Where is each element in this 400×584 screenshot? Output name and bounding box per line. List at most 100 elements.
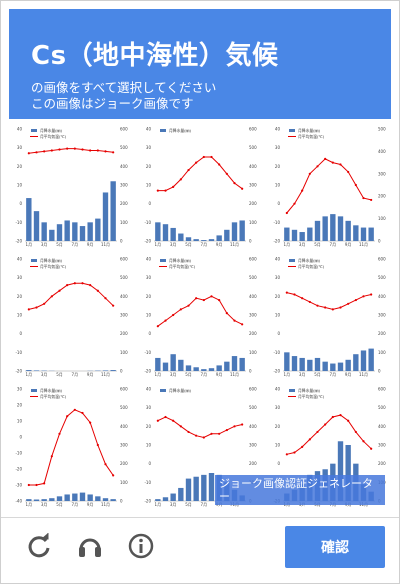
- precip-bar: [64, 220, 70, 241]
- precip-bar: [162, 224, 169, 241]
- precip-bar: [95, 496, 101, 501]
- x-tick-label: 1月: [155, 242, 162, 247]
- x-tick-label: 3月: [41, 242, 48, 247]
- precip-bar: [193, 367, 199, 371]
- legend-label: 月平均気温(℃): [298, 264, 325, 269]
- confirm-button[interactable]: 確認: [285, 526, 385, 568]
- temperature-point: [339, 414, 342, 417]
- legend-label: 月降水量(㎜): [298, 258, 320, 263]
- right-tick-label: 400: [249, 294, 257, 299]
- left-tick-label: 10: [17, 419, 23, 424]
- precip-bar: [322, 216, 328, 241]
- temperature-point: [73, 408, 76, 411]
- x-tick-label: 3月: [170, 372, 177, 377]
- left-tick-label: -20: [144, 499, 151, 504]
- right-tick-label: 400: [249, 424, 257, 429]
- left-tick-label: 0: [19, 331, 22, 336]
- precip-bar: [216, 235, 222, 241]
- precip-bar: [307, 359, 313, 371]
- temperature-point: [347, 302, 350, 305]
- legend-label: 月平均気温(℃): [298, 394, 325, 399]
- precip-bar: [239, 357, 245, 371]
- climate-chart: 月降水量(㎜)月平均気温(℃)403020100-10-206005004003…: [15, 127, 128, 248]
- x-tick-label: 3月: [170, 242, 177, 247]
- image-tile[interactable]: 月降水量(㎜) 月平均気温(℃) 40 30 20 10 0 -10 -20 500 400 300 2…: [267, 123, 391, 247]
- precip-bar: [185, 237, 192, 241]
- precip-bar: [162, 497, 169, 501]
- temperature-point: [241, 323, 244, 326]
- right-tick-label: 200: [249, 331, 257, 336]
- temperature-point: [225, 428, 228, 432]
- precip-bar: [79, 226, 86, 241]
- temperature-point: [316, 165, 319, 168]
- precip-bar: [360, 350, 367, 371]
- right-tick-label: 100: [120, 350, 128, 355]
- precip-bar: [208, 473, 215, 501]
- temperature-point: [370, 447, 373, 450]
- temperature-point: [27, 483, 30, 487]
- x-tick-label: 5月: [185, 242, 192, 247]
- legend-label: 月平均気温(℃): [40, 394, 67, 399]
- footer-divider: [1, 517, 399, 518]
- temperature-point: [112, 151, 115, 154]
- left-tick-label: 10: [146, 313, 152, 318]
- temperature-point: [35, 151, 38, 154]
- x-tick-label: 7月: [330, 242, 337, 247]
- right-tick-label: 600: [120, 387, 128, 392]
- right-tick-label: 0: [120, 369, 123, 374]
- info-button[interactable]: [123, 528, 159, 564]
- x-tick-label: 3月: [299, 372, 306, 377]
- temperature-point: [156, 325, 159, 328]
- precip-bar: [337, 441, 344, 501]
- temperature-point: [225, 172, 228, 175]
- right-tick-label: 100: [249, 220, 257, 225]
- temperature-point: [339, 163, 342, 166]
- legend-swatch-precip: [31, 129, 37, 132]
- left-tick-label: 20: [146, 294, 152, 299]
- temperature-point: [308, 438, 311, 441]
- x-tick-label: 7月: [201, 372, 208, 377]
- audio-button[interactable]: [72, 528, 108, 564]
- image-tile[interactable]: 月降水量(㎜) 月平均気温(℃) 30 20 10 0 -10 -20 -30 -40 600 500…: [9, 383, 133, 507]
- left-tick-label: 20: [17, 403, 23, 408]
- left-tick-label: -20: [15, 369, 22, 374]
- precip-bar: [330, 214, 336, 241]
- right-tick-label: 0: [249, 369, 252, 374]
- temperature-point: [50, 455, 53, 458]
- right-tick-label: 300: [249, 183, 257, 188]
- left-tick-label: 0: [148, 461, 151, 466]
- precip-bar: [178, 487, 184, 501]
- precip-bar: [155, 222, 161, 241]
- x-tick-label: 1月: [26, 502, 33, 507]
- climate-chart: 月降水量(㎜)月平均気温(℃)403020100-10-206005004003…: [15, 257, 128, 378]
- x-tick-label: 9月: [87, 502, 94, 507]
- x-tick-label: 9月: [345, 372, 352, 377]
- left-tick-label: 0: [277, 201, 280, 206]
- temperature-point: [354, 430, 357, 434]
- reload-button[interactable]: [21, 528, 57, 564]
- right-tick-label: 400: [378, 149, 386, 154]
- precip-bar: [337, 362, 344, 371]
- precip-bar: [353, 225, 359, 241]
- x-tick-label: 1月: [284, 242, 291, 247]
- x-tick-label: 3月: [170, 502, 177, 507]
- precip-bar: [95, 218, 101, 241]
- right-tick-label: 500: [378, 405, 386, 410]
- left-tick-label: 20: [275, 294, 281, 299]
- left-tick-label: 0: [19, 201, 22, 206]
- temperature-point: [179, 308, 182, 311]
- precip-bar: [345, 220, 351, 241]
- right-tick-label: 0: [378, 369, 381, 374]
- right-tick-label: 600: [249, 257, 257, 262]
- temperature-point: [301, 297, 304, 300]
- precip-bar: [72, 222, 78, 241]
- temperature-point: [233, 425, 236, 428]
- left-tick-label: 20: [146, 424, 152, 429]
- precip-bar: [33, 211, 40, 241]
- precip-bar: [231, 356, 238, 371]
